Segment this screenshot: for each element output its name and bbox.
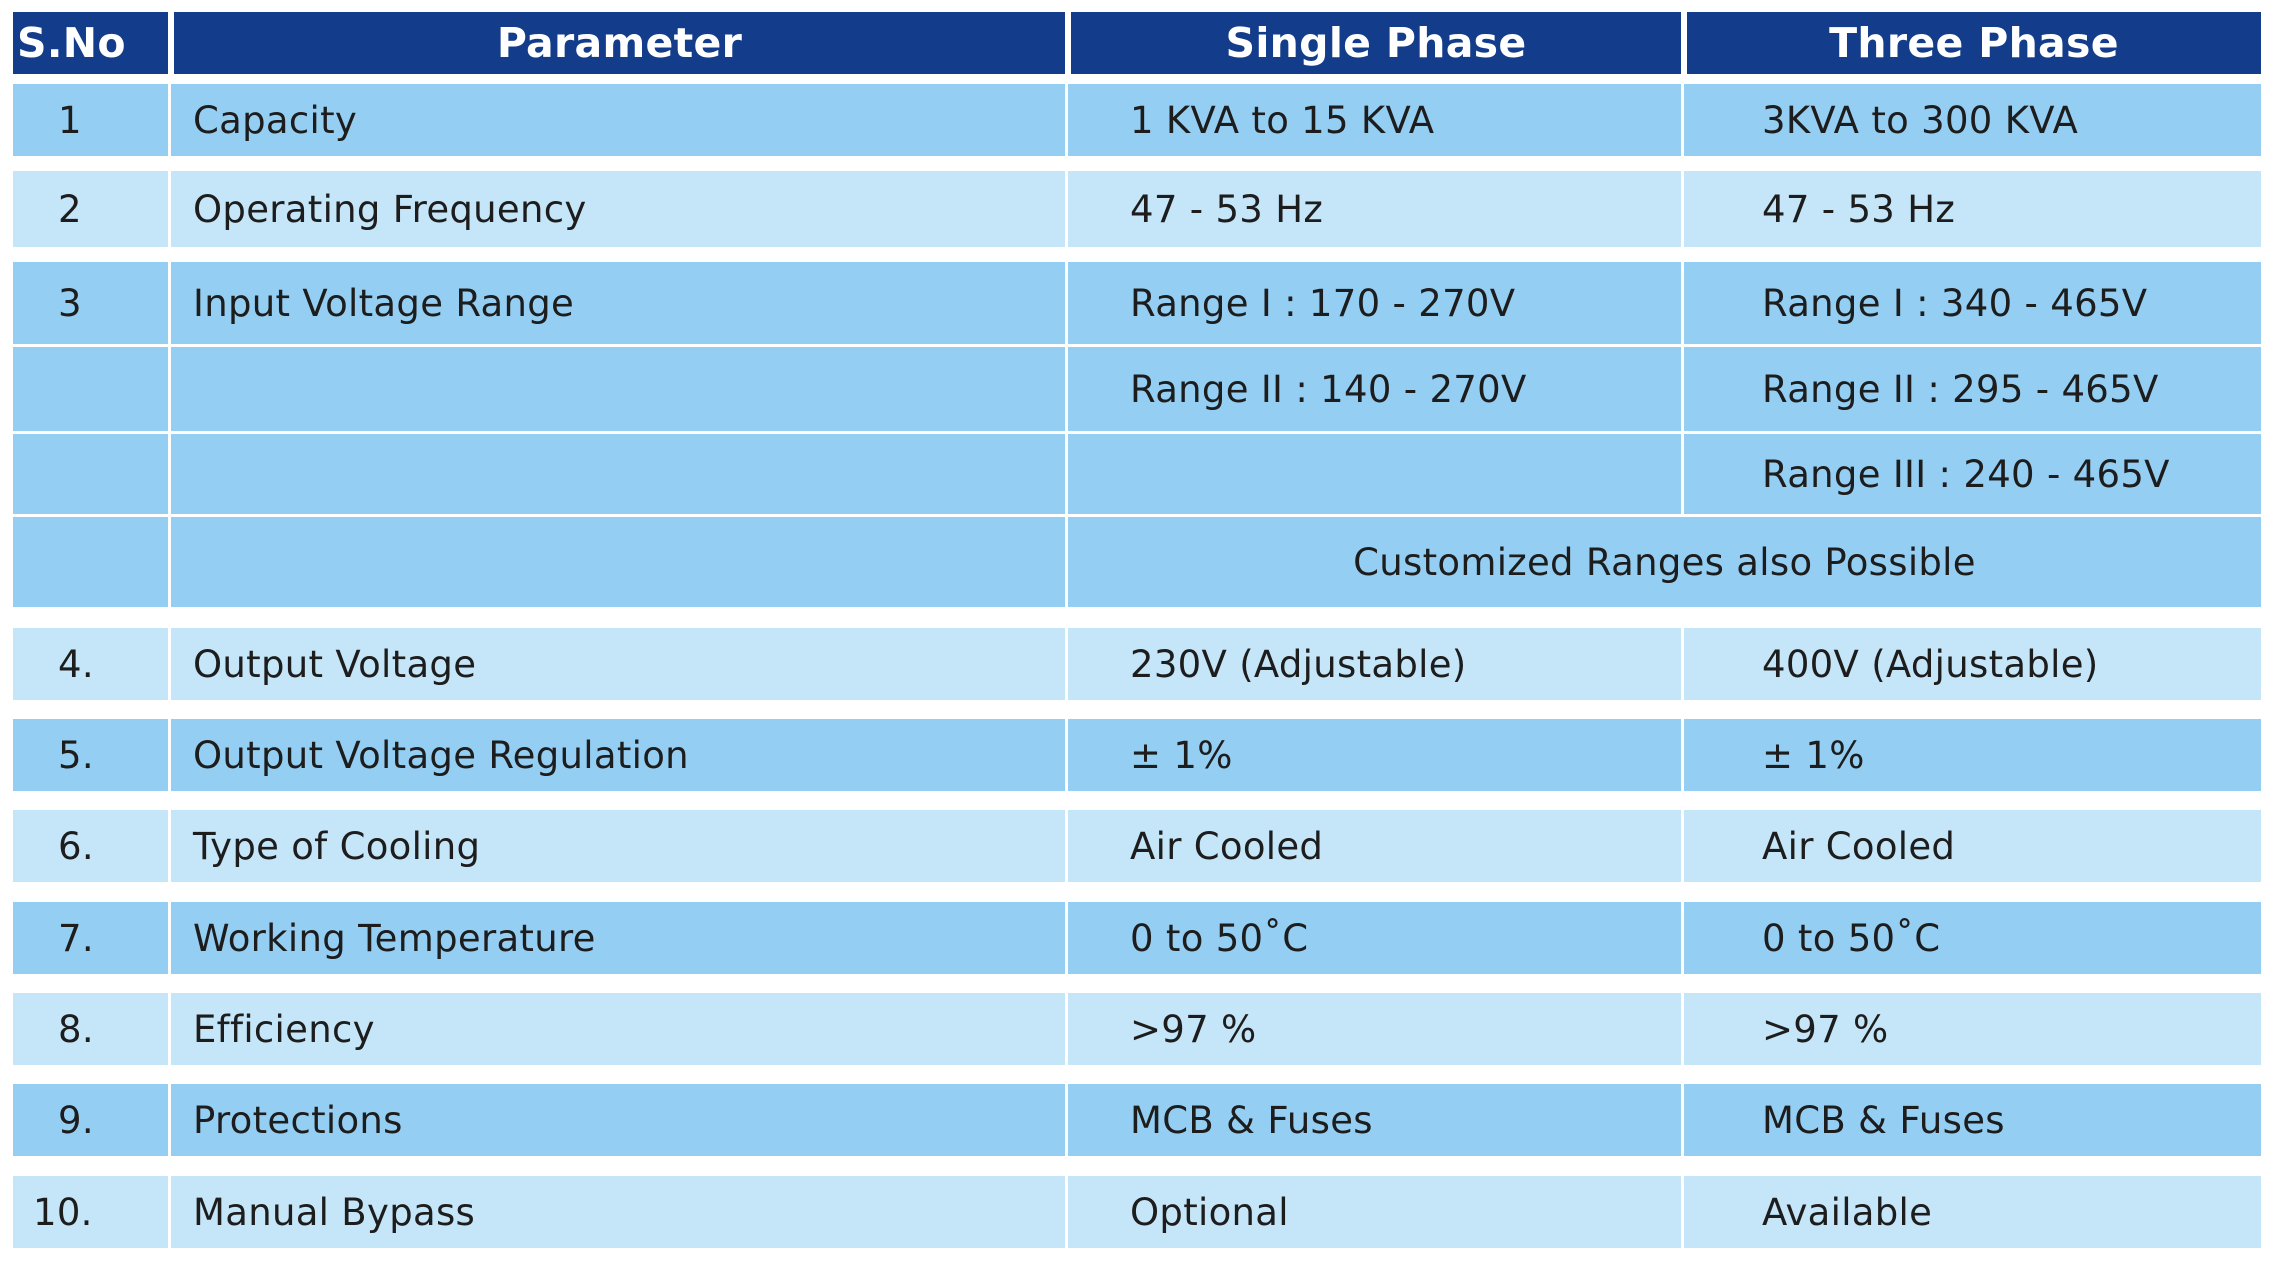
- table-row: Range III : 240 - 465V: [13, 434, 2261, 514]
- table-row: 6. Type of Cooling Air Cooled Air Cooled: [13, 810, 2261, 882]
- cell-parameter: Output Voltage: [168, 628, 1065, 700]
- cell-three-phase: Range III : 240 - 465V: [1681, 434, 2261, 514]
- cell-single-phase: ± 1%: [1065, 719, 1681, 791]
- header-sno: S.No: [13, 12, 168, 74]
- cell-parameter: [168, 434, 1065, 514]
- cell-single-phase: Air Cooled: [1065, 810, 1681, 882]
- cell-parameter: Input Voltage Range: [168, 262, 1065, 344]
- cell-three-phase: Range I : 340 - 465V: [1681, 262, 2261, 344]
- table-row: 8. Efficiency >97 % >97 %: [13, 993, 2261, 1065]
- cell-parameter: [168, 347, 1065, 431]
- cell-sno: 2: [58, 187, 82, 231]
- cell-sno: 4.: [58, 642, 94, 686]
- header-three-phase: Three Phase: [1681, 12, 2261, 74]
- cell-single-phase: 47 - 53 Hz: [1065, 171, 1681, 247]
- cell-single-phase: 0 to 50˚C: [1065, 902, 1681, 974]
- cell-three-phase: ± 1%: [1681, 719, 2261, 791]
- customized-ranges-note: Customized Ranges also Possible: [1065, 517, 2261, 607]
- cell-sno: 9.: [58, 1098, 94, 1142]
- cell-sno: 6.: [58, 824, 94, 868]
- cell-three-phase: MCB & Fuses: [1681, 1084, 2261, 1156]
- cell-parameter: Operating Frequency: [168, 171, 1065, 247]
- table-row: Customized Ranges also Possible: [13, 517, 2261, 607]
- header-parameter: Parameter: [168, 12, 1065, 74]
- cell-parameter: Output Voltage Regulation: [168, 719, 1065, 791]
- table-row: 5. Output Voltage Regulation ± 1% ± 1%: [13, 719, 2261, 791]
- cell-single-phase: 1 KVA to 15 KVA: [1065, 84, 1681, 156]
- cell-three-phase: 0 to 50˚C: [1681, 902, 2261, 974]
- cell-sno: 8.: [58, 1007, 94, 1051]
- cell-single-phase: Range II : 140 - 270V: [1065, 347, 1681, 431]
- cell-three-phase: 400V (Adjustable): [1681, 628, 2261, 700]
- cell-three-phase: Range II : 295 - 465V: [1681, 347, 2261, 431]
- cell-sno: [13, 347, 168, 431]
- cell-single-phase: MCB & Fuses: [1065, 1084, 1681, 1156]
- table-row: Range II : 140 - 270V Range II : 295 - 4…: [13, 347, 2261, 431]
- cell-parameter: Working Temperature: [168, 902, 1065, 974]
- table-row: 1 Capacity 1 KVA to 15 KVA 3KVA to 300 K…: [13, 84, 2261, 156]
- table-row: 2 Operating Frequency 47 - 53 Hz 47 - 53…: [13, 171, 2261, 247]
- table-header: S.No Parameter Single Phase Three Phase: [13, 12, 2261, 74]
- cell-three-phase: >97 %: [1681, 993, 2261, 1065]
- cell-sno: 10.: [33, 1190, 93, 1234]
- table-row: 4. Output Voltage 230V (Adjustable) 400V…: [13, 628, 2261, 700]
- cell-parameter: [168, 517, 1065, 607]
- cell-three-phase: Available: [1681, 1176, 2261, 1248]
- cell-single-phase: [1065, 434, 1681, 514]
- table-row: 3 Input Voltage Range Range I : 170 - 27…: [13, 262, 2261, 344]
- cell-parameter: Efficiency: [168, 993, 1065, 1065]
- table-row: 7. Working Temperature 0 to 50˚C 0 to 50…: [13, 902, 2261, 974]
- cell-parameter: Manual Bypass: [168, 1176, 1065, 1248]
- cell-sno: [13, 434, 168, 514]
- cell-single-phase: 230V (Adjustable): [1065, 628, 1681, 700]
- cell-sno: 3: [58, 281, 82, 325]
- cell-three-phase: 3KVA to 300 KVA: [1681, 84, 2261, 156]
- table-row: 10. Manual Bypass Optional Available: [13, 1176, 2261, 1248]
- cell-sno: 1: [58, 98, 82, 142]
- cell-single-phase: >97 %: [1065, 993, 1681, 1065]
- cell-parameter: Protections: [168, 1084, 1065, 1156]
- cell-parameter: Capacity: [168, 84, 1065, 156]
- header-single-phase: Single Phase: [1065, 12, 1681, 74]
- cell-single-phase: Range I : 170 - 270V: [1065, 262, 1681, 344]
- cell-sno: [13, 517, 168, 607]
- cell-single-phase: Optional: [1065, 1176, 1681, 1248]
- table-row: 9. Protections MCB & Fuses MCB & Fuses: [13, 1084, 2261, 1156]
- cell-sno: 5.: [58, 733, 94, 777]
- cell-parameter: Type of Cooling: [168, 810, 1065, 882]
- cell-three-phase: 47 - 53 Hz: [1681, 171, 2261, 247]
- cell-three-phase: Air Cooled: [1681, 810, 2261, 882]
- cell-sno: 7.: [58, 916, 94, 960]
